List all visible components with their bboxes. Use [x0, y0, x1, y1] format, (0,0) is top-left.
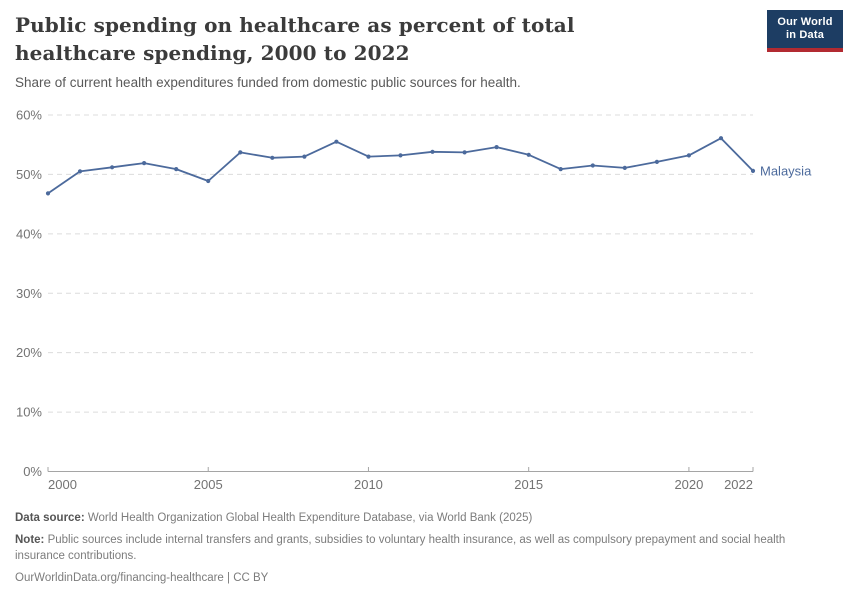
chart-footer: Data source: World Health Organization G… [15, 510, 811, 586]
data-point[interactable] [750, 168, 756, 173]
data-point[interactable] [45, 191, 51, 196]
data-point[interactable] [430, 149, 435, 154]
data-source-line: Data source: World Health Organization G… [15, 510, 811, 526]
owid-logo-line2: in Data [785, 29, 825, 41]
data-point[interactable] [238, 150, 243, 155]
data-point[interactable] [110, 165, 115, 170]
series-line[interactable] [47, 137, 754, 195]
chart-title: Public spending on healthcare as percent… [15, 13, 575, 65]
data-point[interactable] [302, 154, 307, 159]
x-axis-tick-label: 2000 [48, 477, 77, 492]
data-point[interactable] [686, 153, 692, 158]
data-point[interactable] [462, 150, 467, 155]
data-point[interactable] [718, 136, 724, 141]
note-text: Public sources include internal transfer… [15, 534, 786, 562]
y-axis-tick-label: 20% [16, 345, 42, 360]
data-point[interactable] [622, 165, 627, 170]
data-point[interactable] [654, 159, 660, 164]
data-point[interactable] [142, 161, 147, 166]
y-axis-tick-label: 30% [16, 286, 42, 301]
data-point[interactable] [334, 139, 339, 144]
y-axis-tick-label: 10% [16, 405, 42, 420]
data-point[interactable] [558, 167, 563, 172]
x-axis-tick-label: 2020 [674, 477, 703, 492]
series-end-label: Malaysia [760, 163, 812, 178]
data-point[interactable] [77, 169, 83, 174]
data-source-label: Data source: [15, 512, 85, 524]
y-axis-tick-label: 60% [16, 108, 42, 123]
note-label: Note: [15, 534, 45, 546]
x-axis-tick-label: 2015 [514, 477, 543, 492]
citation-link[interactable]: OurWorldinData.org/financing-healthcare … [15, 572, 269, 584]
data-point[interactable] [494, 145, 499, 150]
x-axis-tick-label: 2022 [724, 477, 753, 492]
x-axis-tick-label: 2005 [194, 477, 223, 492]
chart-subtitle: Share of current health expenditures fun… [15, 75, 521, 90]
data-point[interactable] [366, 154, 371, 159]
data-point[interactable] [206, 178, 211, 184]
data-point[interactable] [398, 153, 403, 158]
data-source-text: World Health Organization Global Health … [87, 512, 533, 524]
owid-logo-line1: Our World [777, 16, 833, 28]
data-point[interactable] [590, 163, 595, 168]
owid-logo[interactable]: Our World in Data [767, 10, 843, 52]
data-point[interactable] [270, 155, 275, 160]
y-axis-tick-label: 40% [16, 226, 42, 241]
y-axis-tick-label: 50% [16, 167, 42, 182]
x-axis-tick-label: 2010 [354, 477, 383, 492]
data-point[interactable] [526, 152, 531, 157]
data-point[interactable] [174, 167, 179, 172]
y-axis-tick-label: 0% [23, 464, 42, 479]
note-line: Note: Public sources include internal tr… [15, 532, 811, 564]
